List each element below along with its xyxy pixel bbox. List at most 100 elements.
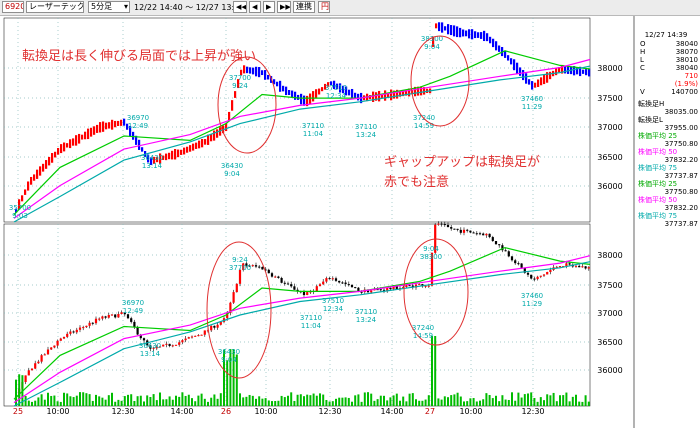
volume-bar bbox=[98, 396, 101, 406]
ma25-line-upper bbox=[13, 50, 591, 216]
stock-code-field[interactable]: 6920 bbox=[2, 1, 24, 13]
yen-button[interactable]: 円 bbox=[318, 1, 330, 13]
volume-bar bbox=[223, 349, 225, 406]
candle-body bbox=[126, 314, 130, 319]
x-axis-label: 10:00 bbox=[254, 407, 277, 416]
candle-body bbox=[24, 375, 27, 383]
reversal-bar bbox=[561, 64, 564, 74]
reversal-bar bbox=[585, 69, 588, 76]
reversal-bar bbox=[264, 70, 267, 80]
volume-bar bbox=[59, 401, 62, 406]
reversal-bar bbox=[75, 135, 78, 146]
candle-body bbox=[565, 263, 568, 267]
volume-bar bbox=[165, 399, 168, 406]
reversal-bar bbox=[117, 120, 120, 126]
volume-bar bbox=[344, 397, 347, 406]
reversal-bar bbox=[321, 87, 324, 92]
candle-body bbox=[123, 312, 126, 315]
reversal-bar bbox=[405, 90, 408, 96]
reversal-bar bbox=[504, 50, 507, 58]
volume-bar bbox=[363, 392, 366, 406]
volume-bar bbox=[549, 395, 552, 406]
candle-body bbox=[72, 331, 75, 333]
candle-body bbox=[270, 273, 274, 277]
link-button[interactable]: 連携 bbox=[293, 1, 315, 13]
volume-bar bbox=[319, 393, 321, 406]
candle-body bbox=[82, 327, 85, 329]
next-button[interactable]: ▶ bbox=[263, 1, 275, 13]
volume-bar bbox=[123, 396, 126, 406]
annotation-circle-upper-26 bbox=[217, 56, 277, 154]
volume-bar bbox=[82, 392, 85, 406]
candle-body bbox=[232, 292, 235, 303]
lower-callout-a: 9:24 bbox=[232, 256, 248, 264]
reversal-bar bbox=[159, 153, 162, 164]
legend-value: 37750.80 bbox=[665, 140, 698, 148]
reversal-bar bbox=[111, 119, 114, 130]
lower-callout-b: 12:34 bbox=[323, 305, 344, 313]
candle-body bbox=[549, 269, 552, 272]
candle-body bbox=[274, 276, 277, 278]
volume-bar bbox=[168, 396, 171, 406]
candle-body bbox=[542, 274, 546, 276]
candle-body bbox=[498, 244, 501, 246]
candle-body bbox=[43, 354, 46, 356]
prev-button[interactable]: ◀ bbox=[249, 1, 261, 13]
upper-callout-price: 37700 bbox=[229, 74, 251, 82]
volume-bar bbox=[264, 398, 267, 406]
candle-body bbox=[50, 347, 53, 350]
reversal-bar bbox=[444, 26, 447, 31]
reversal-bar bbox=[60, 144, 63, 154]
volume-bar bbox=[27, 400, 30, 406]
candle-body bbox=[510, 256, 514, 261]
reversal-bar bbox=[402, 90, 405, 97]
volume-bar bbox=[63, 392, 65, 406]
reversal-bar bbox=[519, 67, 522, 76]
candle-body bbox=[517, 263, 520, 265]
stock-name-field[interactable]: レーザーテック bbox=[26, 1, 84, 13]
candle-body bbox=[587, 267, 590, 269]
reversal-bar bbox=[267, 74, 270, 80]
volume-bar bbox=[543, 400, 545, 406]
prev-prev-button[interactable]: ◀◀ bbox=[233, 1, 247, 13]
x-axis-label: 12:30 bbox=[318, 407, 341, 416]
next-next-button[interactable]: ▶▶ bbox=[277, 1, 291, 13]
annotation-circle-upper-27 bbox=[410, 35, 470, 127]
volume-bar bbox=[127, 394, 129, 406]
volume-bar bbox=[88, 394, 91, 406]
legend-label: 株価平均 50 bbox=[638, 195, 677, 204]
reversal-bar bbox=[498, 45, 501, 52]
candle-body bbox=[37, 361, 40, 364]
candle-body bbox=[139, 334, 142, 339]
upper-callout-time: 14:59 bbox=[414, 122, 434, 130]
volume-bar bbox=[331, 401, 334, 406]
volume-bar bbox=[498, 401, 501, 406]
candle-body bbox=[315, 286, 318, 292]
reversal-bar bbox=[486, 33, 489, 42]
volume-bar bbox=[523, 394, 526, 406]
upper-callout-time: 11:29 bbox=[522, 103, 542, 111]
reversal-bar bbox=[450, 25, 453, 36]
reversal-bar bbox=[177, 149, 180, 158]
volume-bar bbox=[184, 395, 187, 406]
upper-callout-time: 9:04 bbox=[424, 43, 440, 51]
interval-select[interactable]: 5分足 ▾ bbox=[88, 1, 130, 13]
volume-bar bbox=[213, 394, 216, 406]
candle-body bbox=[379, 289, 382, 291]
volume-bar bbox=[578, 401, 581, 406]
period-range: 12/22 14:40 〜 12/27 13:49 bbox=[134, 3, 245, 12]
reversal-bar bbox=[540, 77, 543, 86]
volume-bar bbox=[552, 392, 555, 406]
volume-bar bbox=[351, 401, 353, 406]
candle-body bbox=[40, 355, 43, 362]
reversal-bar bbox=[399, 90, 402, 97]
candle-body bbox=[165, 343, 168, 345]
candle-body bbox=[254, 265, 258, 267]
candle-body bbox=[267, 269, 270, 274]
candle-body bbox=[69, 331, 72, 334]
candle-body bbox=[395, 286, 398, 290]
volume-bar bbox=[450, 395, 453, 406]
reversal-bar bbox=[93, 126, 96, 135]
volume-bar bbox=[181, 392, 184, 406]
legend-value: 38035.00 bbox=[665, 108, 698, 116]
